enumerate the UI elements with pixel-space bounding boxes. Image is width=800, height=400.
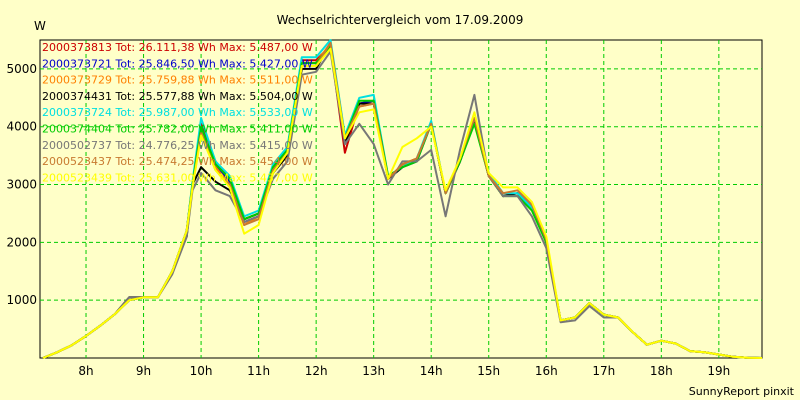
legend: 2000373813 Tot: 26.111,38 Wh Max: 5.487,… xyxy=(42,41,313,184)
x-tick-label: 8h xyxy=(78,364,93,378)
legend-entry-2000373724: 2000373724 Tot: 25.987,00 Wh Max: 5.533,… xyxy=(42,106,313,119)
x-tick-label: 13h xyxy=(362,364,385,378)
footer-credit: SunnyReport pinxit xyxy=(689,385,795,398)
legend-entry-2000374431: 2000374431 Tot: 25.577,88 Wh Max: 5.504,… xyxy=(42,90,313,103)
x-tick-label: 10h xyxy=(190,364,213,378)
y-tick-label: 3000 xyxy=(6,178,37,192)
y-tick-label: 1000 xyxy=(6,293,37,307)
y-tick-label: 5000 xyxy=(6,62,37,76)
series-lines xyxy=(42,39,763,359)
legend-entry-2000373721: 2000373721 Tot: 25.846,50 Wh Max: 5.427,… xyxy=(42,57,313,70)
x-tick-label: 9h xyxy=(136,364,151,378)
legend-entry-2000373729: 2000373729 Tot: 25.759,88 Wh Max: 5.511,… xyxy=(42,74,313,87)
x-tick-label: 11h xyxy=(247,364,270,378)
series-line-2000523439 xyxy=(42,47,763,359)
x-tick-label: 12h xyxy=(305,364,328,378)
chart-title: Wechselrichtervergleich vom 17.09.2009 xyxy=(277,13,524,27)
legend-entry-2000523439: 2000523439 Tot: 25.631,00 Wh Max: 5.437,… xyxy=(42,171,313,184)
x-tick-label: 17h xyxy=(592,364,615,378)
x-tick-label: 15h xyxy=(477,364,500,378)
legend-entry-2000502737: 2000502737 Tot: 24.776,25 Wh Max: 5.415,… xyxy=(42,139,313,152)
legend-entry-2000523437: 2000523437 Tot: 25.474,25 Wh Max: 5.454,… xyxy=(42,155,313,168)
y-axis-ticks: 1000 2000 3000 4000 5000 xyxy=(6,62,37,307)
legend-entry-2000374404: 2000374404 Tot: 25.782,00 Wh Max: 5.411,… xyxy=(42,123,313,136)
x-tick-label: 16h xyxy=(535,364,558,378)
y-tick-label: 4000 xyxy=(6,120,37,134)
x-tick-label: 19h xyxy=(707,364,730,378)
grid-lines xyxy=(40,40,762,358)
plot-area xyxy=(39,39,763,359)
x-tick-label: 14h xyxy=(420,364,443,378)
x-tick-label: 18h xyxy=(650,364,673,378)
y-axis-label: W xyxy=(34,19,46,33)
x-axis-ticks: 8h 9h 10h 11h 12h 13h 14h 15h 16h 17h 18h 19h xyxy=(78,364,730,378)
legend-entry-2000373813: 2000373813 Tot: 26.111,38 Wh Max: 5.487,… xyxy=(42,41,313,54)
y-tick-label: 2000 xyxy=(6,235,37,249)
